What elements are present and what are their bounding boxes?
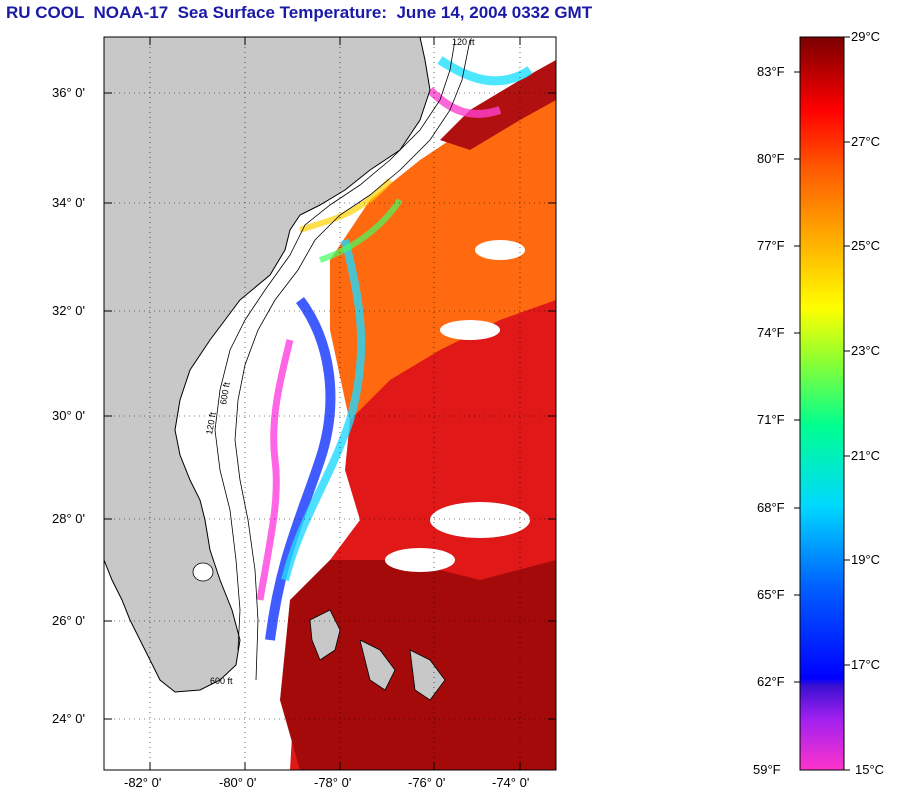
- sst-cyan-band: [281, 239, 366, 581]
- lon-label: -76° 0': [408, 775, 446, 790]
- land-mass: [104, 37, 431, 693]
- colorbar-f-label: 62°F: [757, 674, 785, 689]
- lat-label: 24° 0': [52, 711, 85, 726]
- lat-label: 26° 0': [52, 613, 85, 628]
- colorbar-f-label: 68°F: [757, 500, 785, 515]
- colorbar-c-label: 19°C: [851, 552, 881, 567]
- contour-label: 120 ft: [204, 411, 218, 435]
- colorbar-f-label: 74°F: [757, 325, 785, 340]
- lon-label: -78° 0': [314, 775, 352, 790]
- contour-label: 120 ft: [452, 37, 475, 47]
- cloud-patch: [385, 548, 455, 572]
- lat-label: 36° 0': [52, 85, 85, 100]
- colorbar-c-label: 21°C: [851, 448, 881, 463]
- contour-label: 600 ft: [210, 676, 233, 686]
- lake-okeechobee: [192, 562, 214, 582]
- bathymetry-contour-120ft: [214, 39, 456, 651]
- colorbar-f-label: 71°F: [757, 412, 785, 427]
- lon-label: -74° 0': [492, 775, 530, 790]
- map-frame: [103, 36, 557, 771]
- sst-cool-band: [265, 297, 336, 641]
- colorbar-c-label: 29°C: [851, 29, 881, 44]
- colorbar-c-label: 15°C: [855, 762, 885, 777]
- map-ticks: [104, 37, 556, 770]
- colorbar: [799, 36, 845, 771]
- cloud-patch: [475, 240, 525, 260]
- contour-label: 600 ft: [218, 381, 232, 405]
- sst-yellow-band: [299, 178, 393, 233]
- cloud-patch: [430, 502, 530, 538]
- lat-label: 30° 0': [52, 408, 85, 423]
- sst-magenta-band: [256, 339, 294, 601]
- colorbar-c-label: 27°C: [851, 134, 881, 149]
- sst-green-band: [319, 198, 403, 263]
- colorbar-f-label: 80°F: [757, 151, 785, 166]
- lat-label: 28° 0': [52, 511, 85, 526]
- colorbar-c-label: 25°C: [851, 238, 881, 253]
- sst-north-magenta: [427, 87, 502, 118]
- colorbar-ticks: [794, 36, 850, 771]
- colorbar-f-label: 83°F: [757, 64, 785, 79]
- map-grid: [104, 37, 556, 770]
- lon-label: -82° 0': [124, 775, 162, 790]
- colorbar-c-label: 17°C: [851, 657, 881, 672]
- colorbar-f-label: 59°F: [753, 762, 781, 777]
- colorbar-f-label: 65°F: [757, 587, 785, 602]
- sst-darkred-north: [440, 60, 556, 150]
- bathymetry-contour-600ft: [234, 39, 471, 681]
- lat-label: 34° 0': [52, 195, 85, 210]
- lon-label: -80° 0': [219, 775, 257, 790]
- bahamas-islands: [309, 609, 446, 701]
- colorbar-f-label: 77°F: [757, 238, 785, 253]
- sst-north-band: [437, 56, 533, 86]
- map-title: RU COOL NOAA-17 Sea Surface Temperature:…: [6, 3, 593, 22]
- lat-label: 32° 0': [52, 303, 85, 318]
- cloud-patch: [440, 320, 500, 340]
- colorbar-c-label: 23°C: [851, 343, 881, 358]
